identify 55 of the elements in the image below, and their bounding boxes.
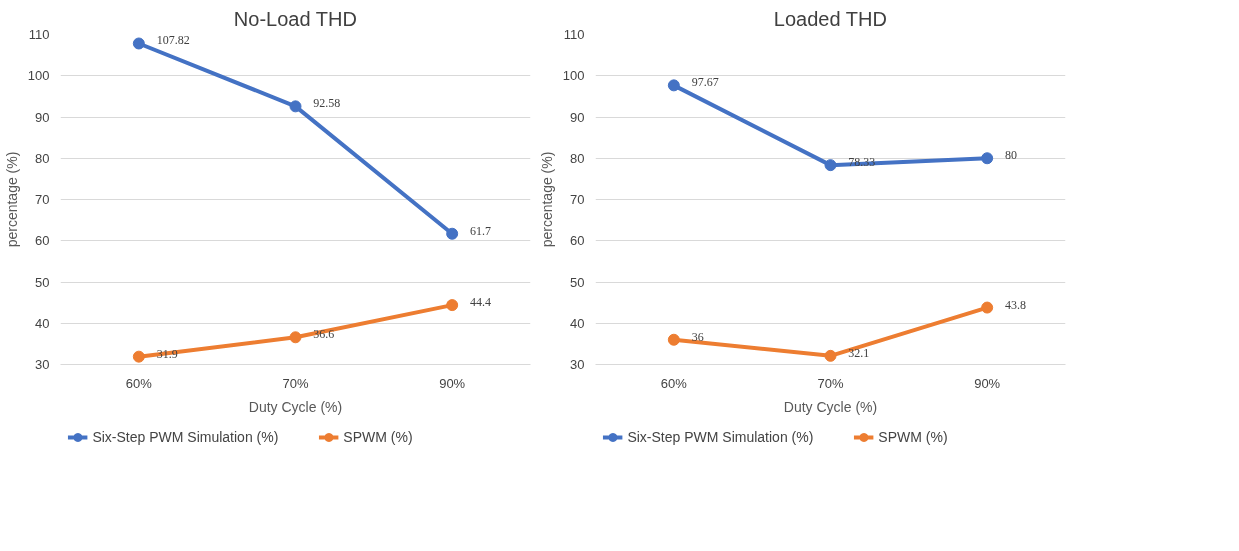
point (981, 152, 994, 165)
point (132, 37, 145, 50)
chart-title: No-Load THD (233, 7, 357, 30)
data-label: 61.7 (470, 223, 491, 238)
chart-title: Loaded THD (773, 7, 887, 30)
y-tick-label: 70 (35, 192, 50, 207)
data-label: 80 (1005, 148, 1017, 163)
y-tick-label: 30 (570, 357, 585, 372)
x-tick-label: 60% (125, 375, 153, 391)
y-tick-label: 110 (28, 27, 50, 42)
x-axis-title: Duty Cycle (%) (248, 398, 343, 415)
y-tick-label: 90 (570, 109, 585, 125)
legend-label: SPWM (%) (878, 429, 948, 445)
point (289, 331, 302, 344)
y-tick-label: 80 (35, 150, 50, 166)
y-tick-label: 70 (570, 192, 585, 207)
y-tick-label: 40 (35, 315, 50, 331)
x-tick-label: 60% (660, 375, 688, 391)
y-tick-label: 100 (562, 68, 585, 84)
x-tick-label: 70% (817, 375, 844, 391)
y-tick-label: 100 (27, 68, 50, 84)
y-tick-label: 50 (35, 274, 50, 290)
point (824, 349, 837, 362)
x-tick-label: 90% (974, 375, 1001, 391)
data-label: 43.8 (1005, 297, 1026, 312)
legend-label: Six-Step PWM Simulation (%) (92, 429, 279, 445)
data-label: 44.4 (470, 295, 491, 310)
y-tick-label: 30 (35, 357, 50, 372)
point (981, 301, 994, 314)
y-tick-label: 60 (570, 233, 585, 249)
y-tick-label: 90 (35, 109, 50, 125)
y-tick-label: 110 (563, 27, 585, 42)
y-tick-label: 50 (570, 274, 585, 290)
point (446, 299, 459, 312)
data-label: 32.1 (848, 345, 870, 360)
point (667, 333, 680, 346)
y-tick-label: 40 (570, 315, 585, 331)
point (824, 159, 837, 172)
y-axis-title: percentage (%) (3, 151, 20, 248)
data-label: 107.82 (156, 33, 190, 48)
y-axis-title: percentage (%) (538, 151, 555, 248)
point (667, 79, 680, 92)
data-label: 92.58 (313, 96, 341, 111)
data-label: 97.67 (691, 75, 719, 90)
y-tick-label: 60 (35, 233, 50, 249)
x-tick-label: 70% (282, 375, 309, 391)
legend-label: Six-Step PWM Simulation (%) (627, 429, 814, 445)
x-tick-label: 90% (439, 375, 466, 391)
y-tick-label: 80 (570, 150, 585, 166)
point (289, 100, 302, 113)
point (132, 350, 145, 363)
legend-label: SPWM (%) (343, 429, 413, 445)
point (446, 227, 459, 240)
x-axis-title: Duty Cycle (%) (783, 398, 878, 415)
data-label: 36 (691, 329, 704, 344)
